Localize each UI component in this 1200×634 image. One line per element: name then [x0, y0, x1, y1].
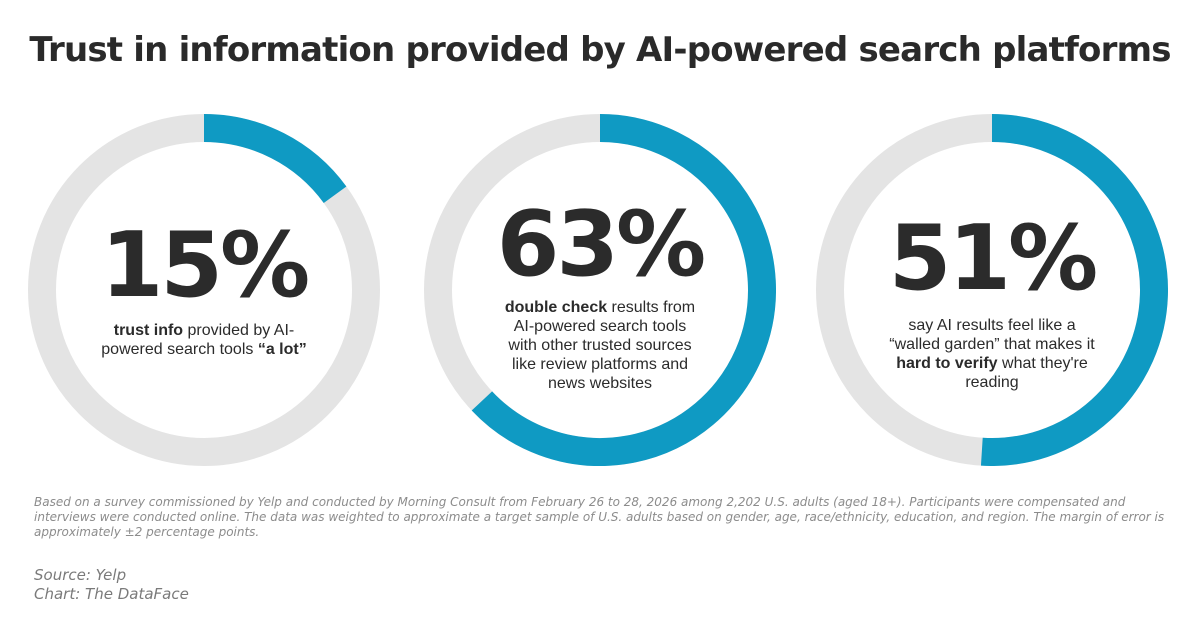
- description-text: say AI results feel like a “walled garde…: [889, 317, 1095, 353]
- donut-value-arc: [471, 114, 776, 466]
- donut-chart-walled-garden: 51% say AI results feel like a “walled g…: [816, 114, 1168, 466]
- donut-value-arc: [980, 114, 1168, 466]
- credits: Source: Yelp Chart: The DataFace: [34, 566, 189, 604]
- donut-svg: [816, 114, 1168, 466]
- methodology-footnote: Based on a survey commissioned by Yelp a…: [34, 495, 1165, 539]
- description-emphasis: “a lot”: [257, 341, 307, 358]
- description-emphasis: trust info: [113, 322, 184, 339]
- donut-description: say AI results feel like a “walled garde…: [887, 316, 1097, 392]
- donut-description: double check results from AI-powered sea…: [500, 298, 700, 393]
- description-emphasis: hard to verify: [896, 355, 998, 372]
- donut-chart-double-check: 63% double check results from AI-powered…: [424, 114, 776, 466]
- chart-credit-line: Chart: The DataFace: [34, 585, 189, 603]
- chart-title: Trust in information provided by AI-powe…: [29, 30, 1171, 70]
- donut-percentage: 51%: [888, 206, 1098, 311]
- donut-svg: [424, 114, 776, 466]
- donut-svg: [28, 114, 380, 466]
- donut-value-arc: [203, 114, 347, 204]
- donut-description: trust info provided by AI-powered search…: [94, 321, 314, 359]
- description-text: what they're reading: [965, 355, 1088, 391]
- source-line: Source: Yelp: [34, 566, 127, 584]
- description-emphasis: double check: [504, 299, 608, 316]
- description-text: results from AI-powered search tools wit…: [508, 299, 696, 392]
- description-text: provided by AI-powered search tools: [101, 322, 295, 358]
- donut-chart-trust-a-lot: 15% trust info provided by AI-powered se…: [28, 114, 380, 466]
- donut-percentage: 63%: [496, 192, 706, 297]
- donut-percentage: 15%: [100, 213, 310, 318]
